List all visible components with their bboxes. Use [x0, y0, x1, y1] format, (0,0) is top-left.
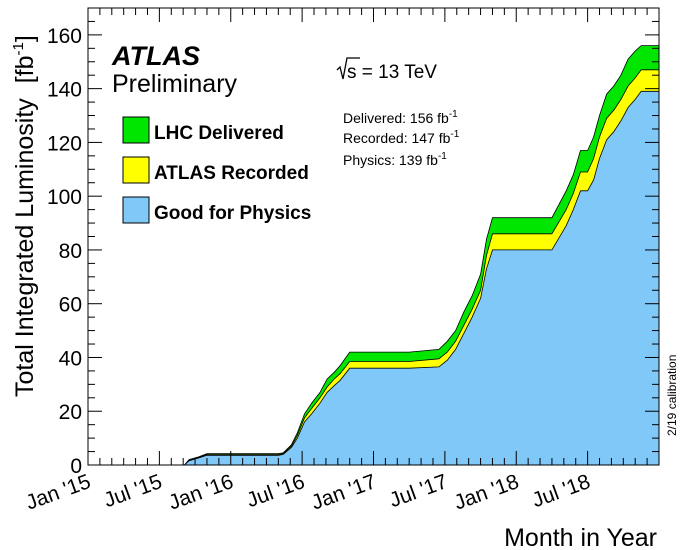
luminosity-summary: Delivered: 156 fb-1 Recorded: 147 fb-1 P…	[343, 109, 460, 168]
x-tick-label: Jan '16	[166, 470, 237, 515]
x-axis-title: Month in Year	[504, 524, 657, 550]
y-tick-label: 20	[59, 401, 82, 424]
legend-label-recorded: ATLAS Recorded	[154, 163, 309, 184]
x-tick-label: Jul '17	[386, 470, 450, 512]
energy-label: s = 13 TeV	[336, 57, 437, 83]
status-label: Preliminary	[112, 70, 238, 98]
legend-swatch-recorded	[122, 156, 150, 184]
y-tick-label: 80	[59, 240, 82, 263]
y-tick-label: 120	[47, 132, 82, 155]
x-tick-label: Jan '15	[23, 470, 94, 515]
y-axis-title: Total Integrated Luminosity [fb-1]	[10, 35, 39, 397]
sqrt-symbol-icon	[336, 57, 360, 80]
summary-physics: Physics: 139 fb-1	[343, 151, 447, 168]
calibration-note: 2/19 calibration	[665, 355, 679, 436]
series-areas	[88, 45, 660, 466]
legend-label-delivered: LHC Delivered	[154, 123, 284, 144]
legend-swatch-physics	[122, 196, 150, 224]
y-tick-label: 0	[70, 455, 82, 478]
summary-delivered: Delivered: 156 fb-1	[343, 109, 458, 126]
summary-recorded: Recorded: 147 fb-1	[343, 129, 460, 146]
x-tick-label: Jan '18	[451, 470, 522, 515]
y-tick-label: 160	[47, 25, 82, 48]
y-tick-label: 60	[59, 294, 82, 317]
x-tick-label: Jan '17	[308, 470, 379, 515]
area-physics	[88, 90, 660, 466]
y-tick-label: 140	[47, 79, 82, 102]
x-tick-label: Jul '15	[101, 470, 165, 512]
legend-swatch-delivered	[122, 116, 150, 144]
legend-label-physics: Good for Physics	[154, 203, 311, 224]
y-tick-label: 40	[59, 347, 82, 370]
energy-text: s = 13 TeV	[347, 62, 437, 83]
x-tick-label: Jul '18	[529, 470, 593, 512]
experiment-label: ATLAS	[111, 41, 200, 71]
legend: LHC Delivered ATLAS Recorded Good for Ph…	[122, 116, 311, 224]
x-tick-label: Jul '16	[244, 470, 308, 512]
y-tick-label: 100	[47, 186, 82, 209]
